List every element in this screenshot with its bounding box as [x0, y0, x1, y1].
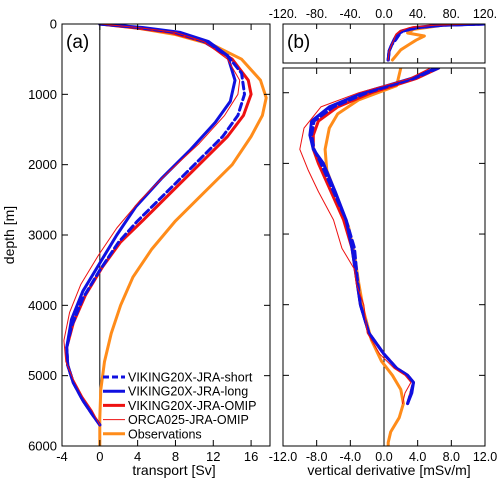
y-tick-label-a: 5000	[28, 368, 57, 383]
panel-b-upper-series-viking20x-jra-omip	[386, 24, 485, 62]
y-tick-label-a: 0	[50, 17, 57, 32]
panel-label-b: (b)	[287, 32, 310, 53]
x-tick-label-b-lower: 0.0	[375, 450, 392, 464]
legend-label-observations: Observations	[128, 427, 202, 441]
panel-b-lower-series-observations	[323, 68, 405, 446]
x-tick-label-b-lower: -8.0	[306, 450, 328, 464]
panel-b-lower-series-viking20x-jra-omip	[311, 68, 441, 406]
panel-a-series-orca025-jra-omip	[63, 24, 241, 426]
x-axis-label-b: vertical derivative [mSv/m]	[307, 462, 470, 478]
legend-label-orca025-jra-omip: ORCA025-JRA-OMIP	[128, 413, 249, 427]
panel-b-lower-series-viking20x-jra-short	[310, 68, 441, 406]
x-tick-label-b-upper: -120.	[269, 7, 298, 21]
x-axis-label-a: transport [Sv]	[132, 462, 215, 478]
y-tick-label-a: 3000	[28, 228, 57, 243]
x-tick-label-a: 12	[206, 449, 220, 464]
x-tick-label-a: -4	[56, 449, 68, 464]
legend-label-viking20x-jra-omip: VIKING20X-JRA-OMIP	[128, 399, 257, 413]
y-tick-label-a: 1000	[28, 87, 57, 102]
x-tick-label-b-lower: -4.0	[340, 450, 362, 464]
panel-b: -120. -80. -40. 0.0 40. 80. 120. -12.0 -8.0 -4.0 0…	[269, 7, 497, 478]
x-tick-label-a: 16	[244, 449, 258, 464]
x-tick-label-b-upper: 120.	[473, 7, 497, 21]
x-tick-label-a: 8	[172, 449, 179, 464]
legend-label-viking20x-jra-long: VIKING20X-JRA-long	[128, 385, 248, 399]
x-tick-label-a: 0	[96, 449, 103, 464]
x-tick-label-b-upper: 40.	[409, 7, 426, 21]
x-tick-label-b-lower: 12.0	[473, 450, 497, 464]
panel-b-lower-series-viking20x-jra-long	[308, 68, 438, 406]
panel-label-a: (a)	[66, 32, 89, 53]
y-tick-label-a: 4000	[28, 298, 57, 313]
x-tick-label-b-lower: -12.0	[269, 450, 298, 464]
x-tick-label-b-lower: 4.0	[409, 450, 426, 464]
x-tick-label-b-upper: 80.	[443, 7, 460, 21]
y-axis-label-a: depth [m]	[1, 206, 17, 264]
panel-a-series-viking20x-jra-omip	[65, 24, 253, 427]
panel-b-upper-series-observations	[390, 24, 453, 62]
panel-b-lower-series-orca025-jra-omip	[299, 68, 431, 405]
x-tick-label-b-upper: -80.	[306, 7, 328, 21]
panel-a-series-viking20x-jra-long	[65, 24, 237, 427]
legend-label-viking20x-jra-short: VIKING20X-JRA-short	[128, 371, 253, 385]
panel-a-series-viking20x-jra-short	[65, 24, 246, 427]
x-tick-label-b-upper: 0.0	[375, 7, 392, 21]
x-tick-label-a: 4	[134, 449, 141, 464]
legend: VIKING20X-JRA-shortVIKING20X-JRA-longVIK…	[103, 371, 257, 441]
panel-a: 0 1000 2000 3000 4000 5000 6000-4 0 4 8 12 16 transp…	[1, 17, 271, 478]
x-tick-label-b-lower: 8.0	[443, 450, 460, 464]
x-tick-label-b-upper: -40.	[340, 7, 362, 21]
panel-b-upper-series-orca025-jra-omip	[387, 24, 478, 61]
y-tick-label-a: 6000	[28, 439, 57, 454]
y-tick-label-a: 2000	[28, 157, 57, 172]
